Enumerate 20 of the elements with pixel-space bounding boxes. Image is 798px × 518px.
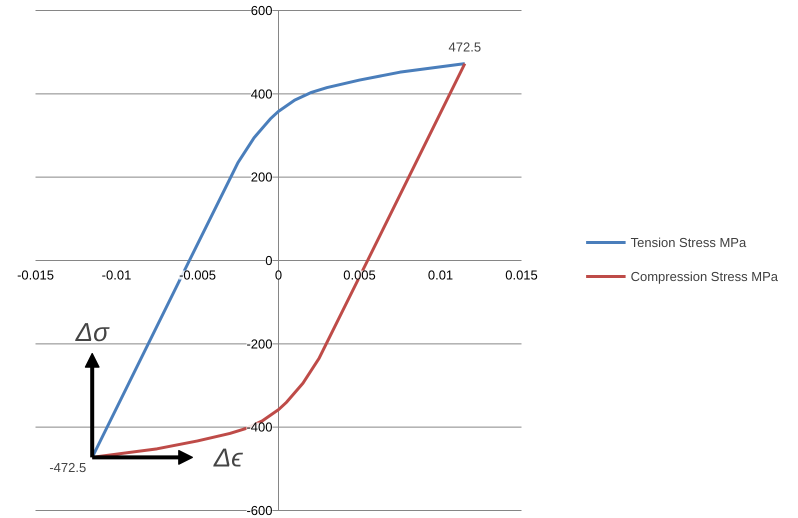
- y-tick-label: 0: [265, 253, 273, 268]
- y-tick-label: 600: [250, 3, 273, 18]
- x-tick-label: -0.01: [102, 268, 132, 282]
- annotation: 472.5: [448, 40, 482, 55]
- y-tick-label: -200: [246, 336, 273, 352]
- x-tick-label: 0.01: [428, 268, 454, 282]
- annotation: Δϵ: [212, 442, 244, 472]
- legend-label: Compression Stress MPa: [630, 268, 778, 284]
- annotation: -472.5: [49, 460, 86, 475]
- y-tick-label: 200: [250, 170, 273, 185]
- x-tick-label: -0.015: [17, 268, 54, 282]
- x-tick-label: 0.005: [343, 268, 376, 282]
- x-tick-label: -0.005: [179, 268, 216, 282]
- legend-label: Tension Stress MPa: [630, 234, 746, 250]
- y-tick-label: -400: [246, 420, 273, 435]
- x-tick-label: 0.015: [505, 268, 538, 282]
- x-tick-label: 0: [274, 268, 282, 282]
- y-tick-label: -600: [246, 503, 273, 518]
- y-tick-label: 400: [250, 86, 273, 102]
- annotation: Δσ: [74, 316, 110, 347]
